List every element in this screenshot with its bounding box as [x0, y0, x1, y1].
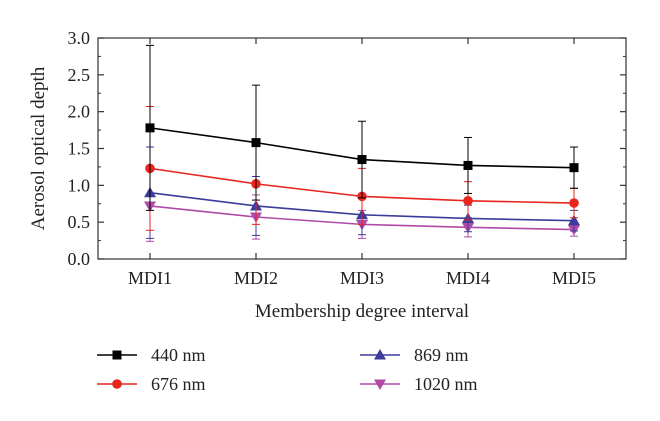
legend-label: 676 nm — [151, 374, 206, 394]
data-point — [463, 160, 473, 170]
series-layer — [144, 44, 580, 242]
x-tick-label: MDI3 — [340, 268, 384, 288]
legend-item: 869 nm — [360, 345, 469, 365]
y-tick-label: 3.0 — [68, 28, 91, 48]
y-axis-label: Aerosol optical depth — [28, 66, 49, 230]
data-point — [251, 138, 261, 148]
series-440-nm — [145, 44, 579, 211]
y-axis-ticks: 0.0 0.5 1.0 1.5 2.0 2.5 3.0 — [68, 28, 626, 269]
x-tick-label: MDI5 — [552, 268, 596, 288]
x-tick-label: MDI4 — [446, 268, 490, 288]
legend-swatch-marker — [112, 350, 122, 360]
legend-label: 1020 nm — [414, 374, 478, 394]
legend-label: 869 nm — [414, 345, 469, 365]
x-tick-label: MDI1 — [128, 268, 172, 288]
legend-item: 676 nm — [97, 374, 206, 394]
legend-swatch-marker — [112, 379, 122, 389]
legend-swatch-marker — [374, 349, 386, 360]
data-point — [145, 123, 155, 133]
legend-label: 440 nm — [151, 345, 206, 365]
y-tick-label: 0.0 — [68, 249, 91, 269]
x-axis-ticks: MDI1 MDI2 MDI3 MDI4 MDI5 — [128, 38, 596, 288]
x-axis-label: Membership degree interval — [255, 301, 469, 322]
data-point — [569, 198, 579, 208]
y-tick-label: 1.0 — [68, 175, 91, 195]
y-tick-label: 1.5 — [68, 139, 91, 159]
y-tick-label: 2.5 — [68, 65, 91, 85]
data-point — [357, 155, 367, 165]
data-point — [568, 214, 580, 226]
data-point — [463, 196, 473, 206]
y-tick-label: 0.5 — [68, 212, 91, 232]
data-point — [569, 163, 579, 173]
x-tick-label: MDI2 — [234, 268, 278, 288]
legend-item: 1020 nm — [360, 374, 478, 394]
legend-swatch-marker — [374, 379, 386, 390]
plot-frame — [97, 37, 627, 260]
legend: 440 nm 676 nm 869 nm 1020 nm — [97, 345, 478, 394]
legend-item: 440 nm — [97, 345, 206, 365]
y-tick-label: 2.0 — [68, 102, 91, 122]
